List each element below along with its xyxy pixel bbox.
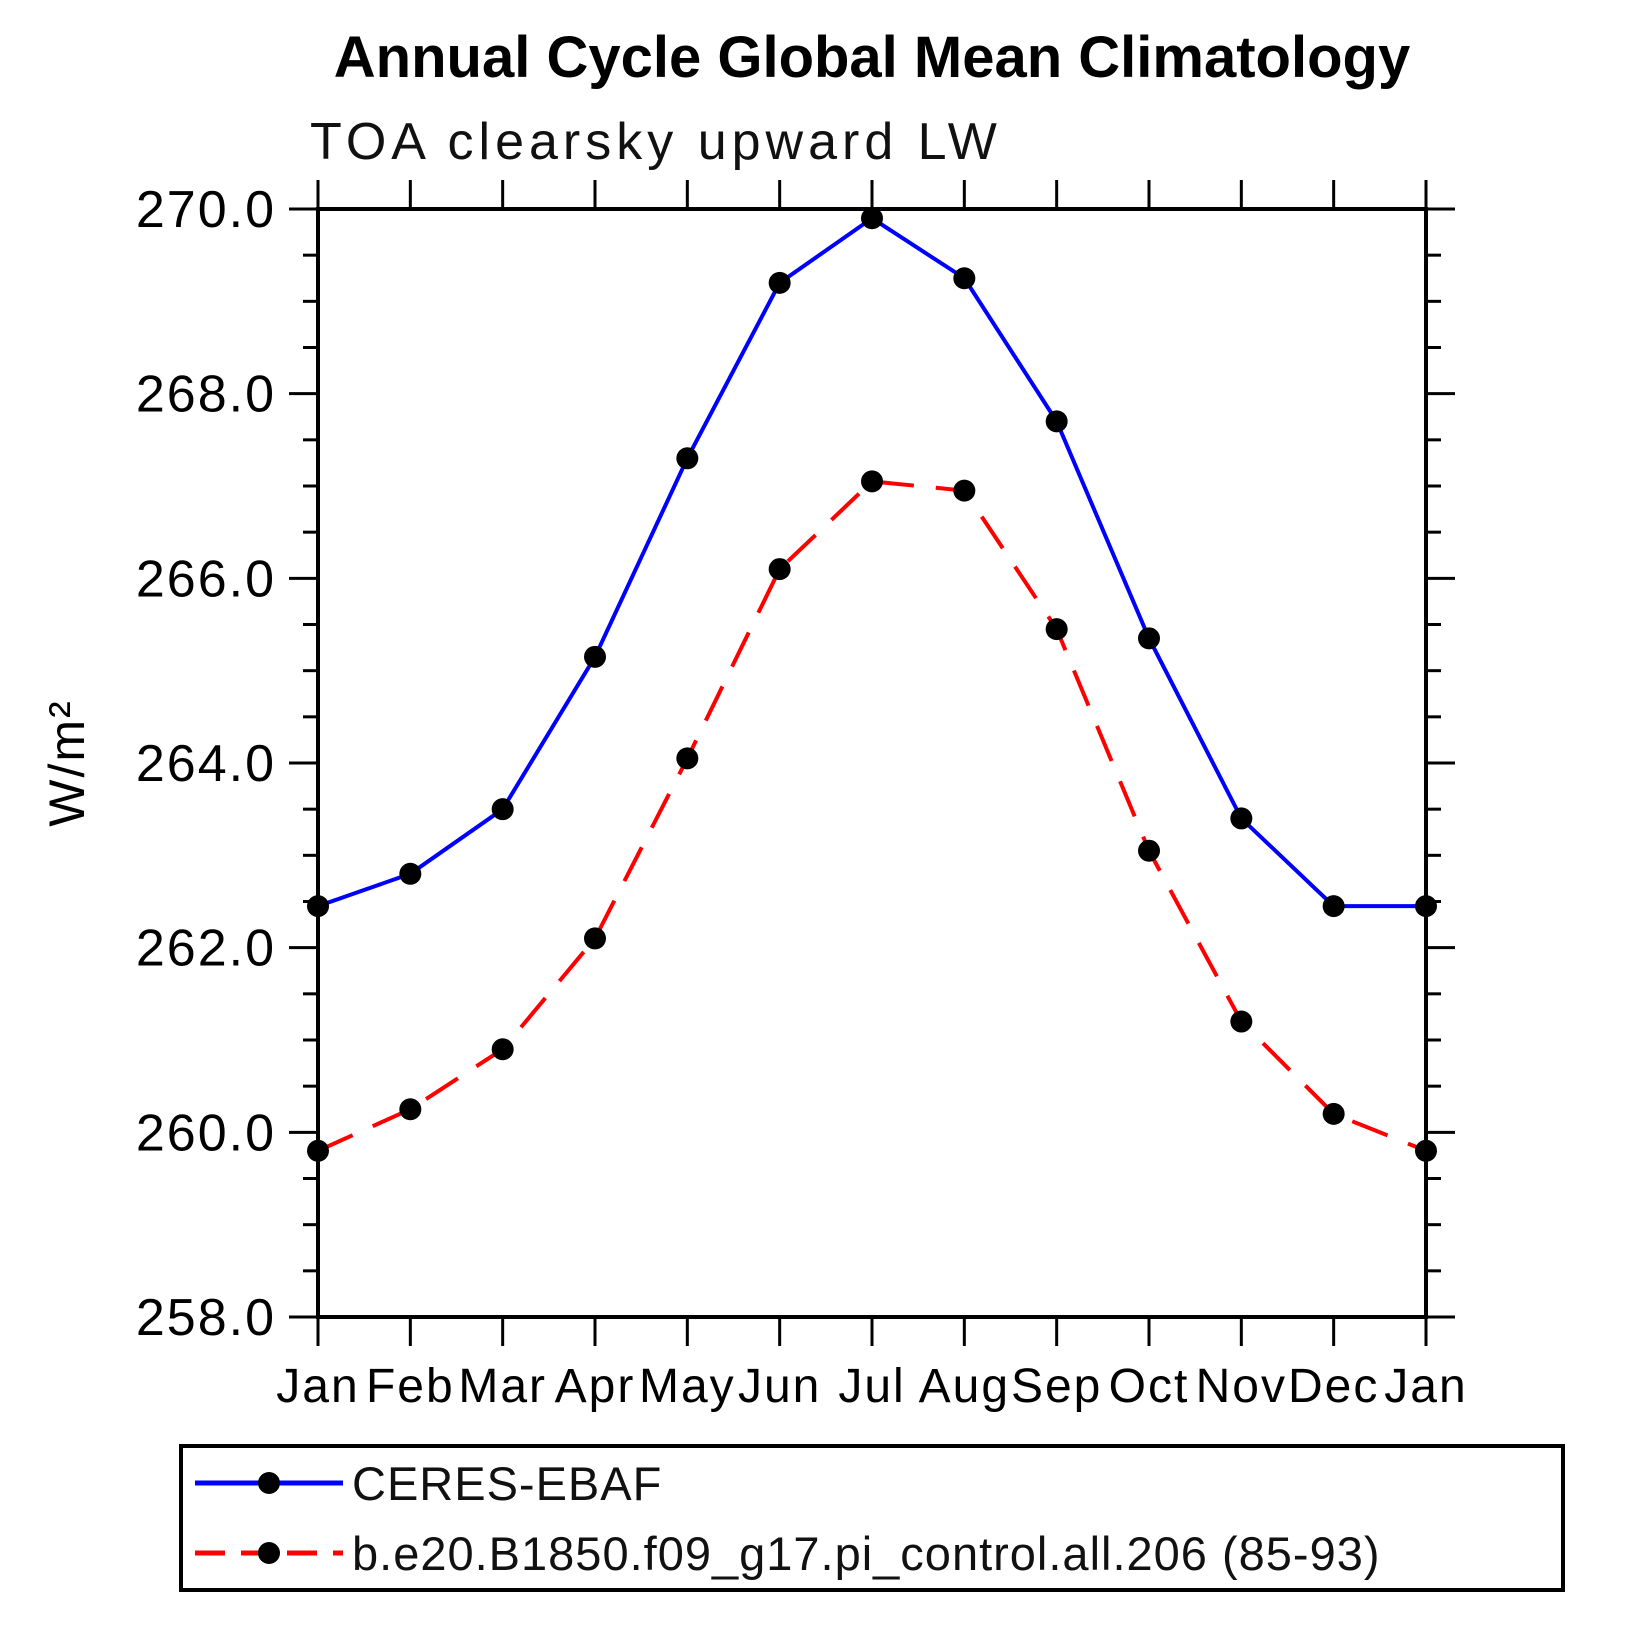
data-point-marker <box>861 470 883 493</box>
data-point-marker <box>768 271 791 294</box>
y-tick-label-270.0: 270.0 <box>136 181 276 239</box>
data-point-marker <box>768 558 791 581</box>
x-tick-label-4: May <box>639 1360 736 1413</box>
data-point-marker <box>1415 895 1437 918</box>
legend-item-ceres-ebaf: CERES-EBAF <box>189 1455 1561 1511</box>
data-point-marker <box>307 1139 329 1162</box>
x-axis-ticks <box>316 180 1428 1346</box>
data-point-marker <box>399 862 422 885</box>
y-tick-label-266.0: 266.0 <box>136 550 276 608</box>
legend-line-sample-red <box>195 1542 343 1564</box>
legend-red-marker-dot <box>258 1542 280 1564</box>
data-point-marker <box>307 895 329 918</box>
data-point-marker <box>676 447 699 470</box>
data-point-marker <box>676 747 699 770</box>
x-tick-label-8: Sep <box>1011 1360 1102 1413</box>
data-point-marker <box>1230 807 1253 830</box>
y-tick-label-258.0: 258.0 <box>136 1289 276 1347</box>
y-tick-label-260.0: 260.0 <box>136 1104 276 1162</box>
x-tick-label-2: Mar <box>458 1360 547 1413</box>
y-tick-label-264.0: 264.0 <box>136 735 276 793</box>
x-tick-label-6: Jul <box>838 1360 905 1413</box>
x-tick-labels: Jan Feb Mar Apr May Jun Jul Aug Sep Oct Nov Dec Jan <box>276 1360 1467 1413</box>
chart-subtitle: TOA clearsky upward LW <box>310 113 1002 171</box>
x-tick-label-1: Feb <box>366 1360 455 1413</box>
x-tick-label-10: Nov <box>1196 1360 1287 1413</box>
series-markers-model <box>307 470 1437 1162</box>
y-tick-label-262.0: 262.0 <box>136 920 276 978</box>
legend-line-sample-blue <box>195 1472 343 1494</box>
data-point-marker <box>1045 410 1068 433</box>
data-point-marker <box>861 207 883 230</box>
series-line-ceres-ebaf <box>317 215 1426 909</box>
data-point-marker <box>1415 1139 1437 1162</box>
legend-item-model: b.e20.B1850.f09_g17.pi_control.all.206 (… <box>189 1525 1561 1581</box>
data-point-marker <box>491 1038 514 1061</box>
legend-box: CERES-EBAF b.e20.B1850.f09_g17.pi_contro… <box>179 1444 1565 1592</box>
data-point-marker <box>1045 618 1068 641</box>
plot-border <box>316 207 1428 1319</box>
y-axis-ticks <box>289 207 1455 1319</box>
data-point-marker <box>584 927 606 950</box>
legend-blue-marker-dot <box>258 1472 280 1494</box>
data-point-marker <box>1138 839 1160 862</box>
x-tick-label-5: Jun <box>738 1360 821 1413</box>
data-point-marker <box>491 798 514 821</box>
x-tick-label-3: Apr <box>555 1360 636 1413</box>
data-point-marker <box>1322 1102 1345 1125</box>
x-tick-label-7: Aug <box>919 1360 1010 1413</box>
data-point-marker <box>1138 627 1160 650</box>
legend-label-ceres-ebaf: CERES-EBAF <box>352 1456 663 1510</box>
x-tick-label-0: Jan <box>276 1360 359 1413</box>
y-tick-label-268.0: 268.0 <box>136 366 276 424</box>
chart-title: Annual Cycle Global Mean Climatology <box>333 25 1411 90</box>
series-markers-ceres-ebaf <box>307 207 1437 918</box>
x-tick-label-12: Jan <box>1384 1360 1467 1413</box>
data-point-marker <box>953 479 976 502</box>
data-point-marker <box>584 645 606 668</box>
y-axis-label: W/m² <box>39 699 95 826</box>
data-point-marker <box>953 267 976 290</box>
data-point-marker <box>1322 895 1345 918</box>
x-tick-label-9: Oct <box>1109 1360 1190 1413</box>
data-point-marker <box>399 1098 422 1121</box>
legend-label-model: b.e20.B1850.f09_g17.pi_control.all.206 (… <box>352 1526 1381 1580</box>
x-tick-label-11: Dec <box>1288 1360 1379 1413</box>
y-tick-labels: 258.0 260.0 262.0 264.0 266.0 268.0 270.0 <box>136 181 276 1347</box>
data-point-marker <box>1230 1010 1253 1033</box>
series-line-model <box>317 479 1427 1153</box>
